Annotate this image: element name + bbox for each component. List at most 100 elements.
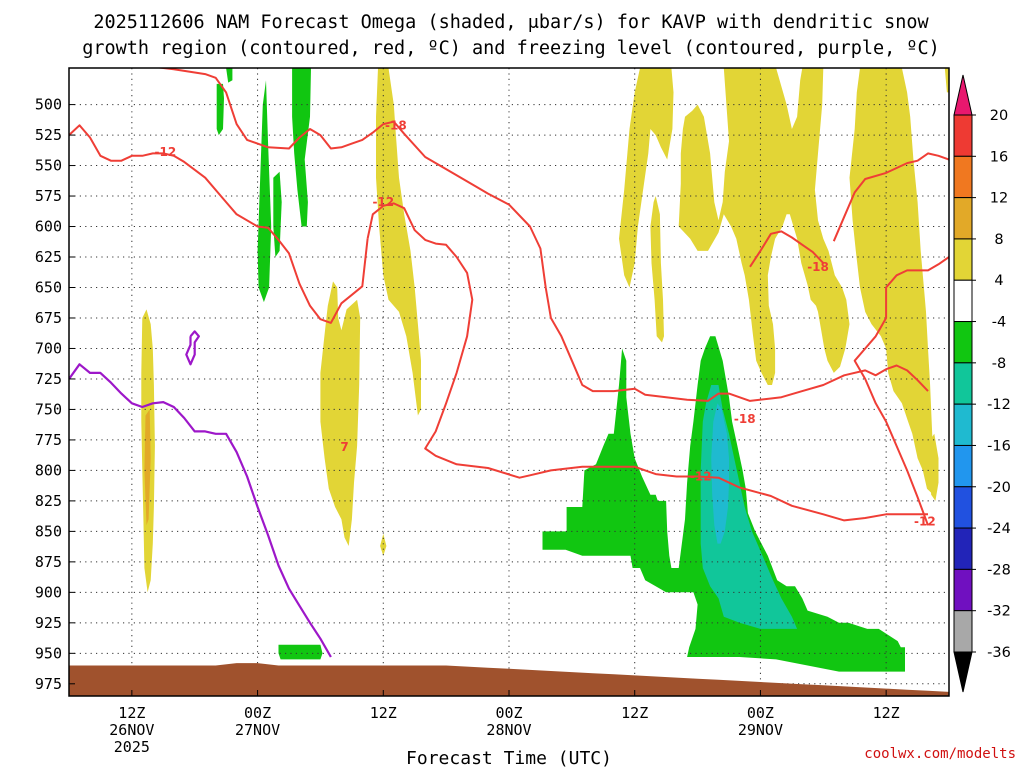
snow-growth-contour-2 [366, 202, 928, 522]
colorbar-label-3: 8 [994, 232, 1003, 248]
omega-region-light_yellow-11 [619, 68, 674, 288]
y-tick-label-900: 900 [35, 583, 62, 601]
y-tick-label-625: 625 [35, 248, 62, 266]
chart-title-line1: 2025112606 NAM Forecast Omega (shaded, μ… [93, 12, 929, 33]
omega-region-light_yellow-10 [380, 533, 387, 556]
omega-region-light_yellow-15 [929, 433, 939, 501]
freezing-contour-1 [185, 330, 200, 366]
contour-label-4: -18 [734, 412, 756, 426]
x-tick-label-30-1: 12Z [370, 704, 397, 722]
omega-region-green-3 [226, 68, 233, 83]
colorbar-label-4: 4 [994, 273, 1003, 289]
x-tick-label-6-1: 12Z [118, 704, 145, 722]
y-tick-label-975: 975 [35, 675, 62, 693]
colorbar-segment-7 [953, 403, 973, 446]
x-tick-label-18-2: 27NOV [235, 721, 280, 739]
colorbar-label-11: -28 [987, 562, 1011, 578]
y-tick-label-525: 525 [35, 126, 62, 144]
colorbar-bottom-arrow [953, 651, 973, 693]
colorbar-segment-1 [953, 155, 973, 199]
x-tick-label-18-1: 00Z [244, 704, 271, 722]
omega-region-light_yellow-12 [650, 196, 664, 343]
omega-region-light_yellow-13 [678, 68, 850, 385]
y-tick-label-500: 500 [35, 96, 62, 114]
y-tick-label-850: 850 [35, 522, 62, 540]
colorbar-segment-5 [953, 321, 973, 364]
contour-label-0: -12 [155, 145, 177, 159]
contour-layer [69, 68, 949, 658]
colorbar-segment-10 [953, 527, 973, 570]
colorbar-label-12: -32 [987, 604, 1011, 620]
colorbar-label-6: -8 [992, 356, 1006, 372]
colorbar-segment-11 [953, 568, 973, 612]
snow-growth-contour-6 [853, 256, 949, 526]
y-tick-label-800: 800 [35, 461, 62, 479]
colorbar-label-13: -36 [987, 645, 1011, 661]
snow-growth-contour-1 [154, 68, 395, 150]
x-tick-label-66-1: 00Z [747, 704, 774, 722]
contour-label-6: -18 [807, 260, 829, 274]
omega-region-cyan-19 [711, 403, 729, 544]
colorbar-segment-6 [953, 362, 973, 405]
y-tick-label-925: 925 [35, 614, 62, 632]
omega-region-light_yellow-8 [320, 281, 361, 546]
y-tick-label-575: 575 [35, 187, 62, 205]
y-tick-label-775: 775 [35, 431, 62, 449]
x-tick-label-6-2: 26NOV [109, 721, 154, 739]
x-tick-label-42-1: 00Z [495, 704, 522, 722]
colorbar-label-10: -24 [987, 521, 1011, 537]
terrain-layer [69, 663, 949, 696]
colorbar-label-5: -4 [992, 315, 1006, 331]
y-tick-label-600: 600 [35, 218, 62, 236]
x-tick-label-42-2: 28NOV [486, 721, 531, 739]
y-tick-label-725: 725 [35, 370, 62, 388]
y-tick-label-825: 825 [35, 492, 62, 510]
y-tick-label-750: 750 [35, 400, 62, 418]
x-tick-label-66-2: 29NOV [738, 721, 783, 739]
snow-growth-contour-4 [749, 230, 825, 268]
x-axis-label: Forecast Time (UTC) [406, 748, 612, 768]
colorbar-segment-2 [953, 197, 973, 240]
contour-label-3: 7 [340, 440, 348, 454]
x-tick-label-54-1: 12Z [621, 704, 648, 722]
x-tick-label-6-3: 2025 [114, 738, 150, 756]
terrain-fill [69, 663, 949, 696]
omega-region-orange-1 [144, 409, 151, 526]
colorbar-segment-9 [953, 486, 973, 529]
contour-label-2: -12 [372, 195, 394, 209]
y-tick-label-650: 650 [35, 278, 62, 296]
y-tick-label-550: 550 [35, 157, 62, 175]
colorbar-label-8: -16 [987, 438, 1011, 454]
omega-region-green-4 [257, 80, 272, 303]
y-axis: 500 525 550 575 600 625 650 675 700 725 750 775 800 8… [35, 96, 75, 693]
chart-title-line2: growth region (contoured, red, ºC) and f… [82, 38, 940, 59]
colorbar-label-9: -20 [987, 480, 1011, 496]
freezing-contour-0 [69, 363, 332, 658]
colorbar: 20 16 12 8 4 -4 -8 -12 -16 -20 -24 -28 -32 -36 [953, 74, 1011, 693]
omega-shading-layer [141, 68, 949, 672]
contour-label-5: -12 [690, 470, 712, 484]
snow-growth-contour-5 [832, 152, 949, 242]
contour-label-7: -12 [914, 515, 936, 529]
y-tick-label-875: 875 [35, 553, 62, 571]
credit-text: coolwx.com/modelts [864, 746, 1016, 762]
y-tick-label-700: 700 [35, 339, 62, 357]
contour-label-layer: -12 -18 -12 7 -18 -12 -18 -12 [155, 118, 936, 529]
snow-growth-contour-3 [393, 121, 929, 402]
snow-growth-contour-0 [69, 124, 369, 324]
colorbar-segment-8 [953, 444, 973, 488]
omega-region-light_yellow-9 [376, 68, 421, 416]
grid-layer [69, 68, 949, 696]
colorbar-segment-3 [953, 238, 973, 281]
colorbar-segment-4 [953, 279, 973, 323]
colorbar-label-7: -12 [987, 397, 1011, 413]
colorbar-segment-12 [953, 610, 973, 653]
colorbar-top-arrow [953, 74, 973, 116]
colorbar-label-1: 16 [990, 149, 1008, 165]
colorbar-segment-0 [953, 114, 973, 157]
colorbar-label-0: 20 [990, 108, 1008, 124]
y-tick-label-675: 675 [35, 309, 62, 327]
y-tick-label-950: 950 [35, 644, 62, 662]
